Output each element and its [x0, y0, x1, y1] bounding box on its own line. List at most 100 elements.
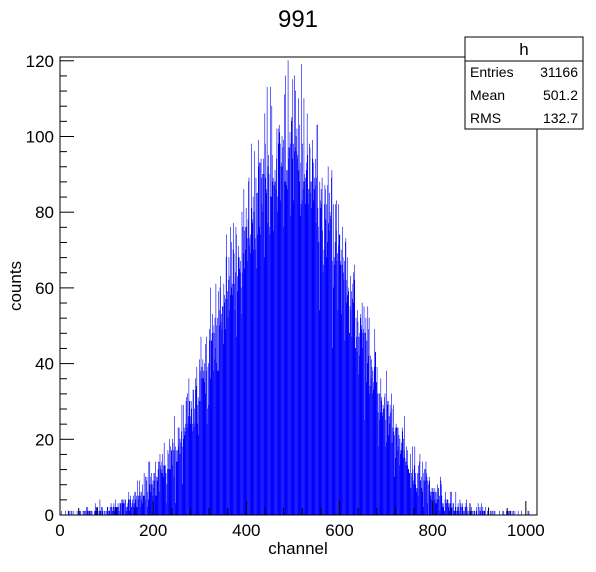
histogram-bin — [239, 268, 240, 515]
histogram-bin — [199, 371, 201, 515]
histogram-bin — [233, 253, 235, 515]
histogram-bin — [142, 496, 144, 515]
histogram-bin — [166, 503, 167, 515]
histogram-bin — [161, 462, 163, 515]
histogram-bin — [133, 496, 134, 515]
histogram-bin — [387, 401, 389, 515]
histogram-bin — [310, 181, 311, 515]
x-tick-label: 1000 — [507, 521, 545, 540]
histogram-bin — [286, 170, 288, 516]
y-tick-label: 60 — [35, 279, 54, 298]
histogram-bin — [517, 511, 519, 515]
histogram-bin — [418, 465, 419, 515]
histogram-bin — [129, 499, 131, 515]
histogram-bin — [195, 390, 197, 515]
histogram-bin — [368, 356, 369, 515]
histogram-bin — [383, 409, 385, 515]
histogram-bin — [434, 488, 436, 515]
histogram-bin — [315, 159, 316, 515]
histogram-bin — [87, 511, 89, 515]
histogram-bin — [104, 511, 106, 515]
histogram-bin — [309, 144, 310, 515]
histogram-bin — [186, 397, 187, 515]
histogram-bin — [228, 280, 229, 515]
histogram-bin — [307, 204, 309, 516]
histogram-bin — [421, 492, 423, 515]
histogram-bin — [239, 272, 241, 515]
histogram-bin — [120, 503, 121, 515]
histogram-bin — [218, 291, 219, 515]
histogram-bin — [510, 511, 512, 515]
histogram-bin — [251, 219, 253, 516]
histogram-bin — [237, 276, 238, 515]
histogram-bin — [180, 454, 181, 515]
histogram-bin — [268, 155, 269, 516]
histogram-bin — [194, 424, 196, 515]
histogram-bin — [351, 337, 353, 515]
histogram-bin — [251, 208, 253, 515]
histogram-bin — [246, 227, 247, 516]
histogram-bin — [241, 314, 242, 515]
histogram-bin — [411, 477, 413, 515]
histogram-bin — [185, 424, 186, 515]
histogram-bin — [425, 469, 426, 515]
histogram-bin — [474, 511, 475, 515]
histogram-bin — [340, 261, 342, 515]
histogram-bin — [147, 507, 149, 515]
y-tick-label: 20 — [35, 430, 54, 449]
histogram-bin — [202, 359, 204, 515]
histogram-bin — [85, 511, 87, 515]
histogram-bin — [414, 465, 415, 515]
histogram-bin — [222, 306, 223, 515]
histogram-bin — [336, 200, 337, 515]
histogram-bin — [121, 503, 123, 515]
histogram-bin — [188, 416, 189, 515]
histogram-bin — [175, 503, 177, 515]
histogram-bin — [179, 454, 180, 515]
histogram-bin — [440, 480, 442, 515]
histogram-bin — [277, 197, 279, 515]
histogram-bin — [292, 79, 294, 515]
histogram-bin — [164, 473, 166, 515]
histogram-bin — [271, 106, 273, 516]
histogram-bin — [209, 340, 211, 515]
histogram-bin — [395, 424, 397, 515]
histogram-bin — [86, 507, 87, 515]
histogram-bin — [157, 477, 158, 515]
histogram-bin — [384, 397, 385, 515]
histogram-bin — [141, 499, 143, 515]
histogram-bin — [305, 170, 307, 516]
histogram-bin — [304, 181, 306, 515]
histogram-bin — [369, 393, 370, 515]
histogram-bin — [208, 405, 210, 515]
histogram-bin — [113, 507, 114, 515]
histogram-bin — [247, 219, 249, 516]
histogram-bin — [318, 310, 320, 515]
histogram-bin — [422, 473, 424, 515]
histogram-bin — [312, 159, 314, 515]
x-axis-label: channel — [268, 539, 328, 558]
histogram-bin — [140, 496, 141, 515]
histogram-bin — [189, 401, 190, 515]
histogram-bin — [110, 503, 112, 515]
histogram-bin — [371, 367, 373, 515]
histogram-bin — [304, 174, 305, 515]
histogram-bin — [278, 144, 279, 515]
histogram-bin — [305, 204, 307, 516]
histogram-bin — [269, 234, 271, 516]
histogram-bin — [107, 507, 109, 515]
histogram-bin — [156, 480, 158, 515]
histogram-bin — [405, 462, 406, 515]
stats-label-rms: RMS — [470, 110, 501, 126]
histogram-bin — [460, 503, 462, 515]
histogram-bin — [175, 446, 176, 515]
histogram-bin — [327, 166, 329, 515]
chart-title: 991 — [278, 6, 318, 33]
histogram-bin — [324, 185, 326, 515]
histogram-bin — [356, 337, 357, 515]
histogram-bin — [108, 511, 110, 515]
histogram-bin — [158, 462, 160, 515]
histogram-bin — [280, 166, 282, 515]
histogram-bin — [275, 181, 276, 515]
histogram-bin — [329, 212, 331, 516]
